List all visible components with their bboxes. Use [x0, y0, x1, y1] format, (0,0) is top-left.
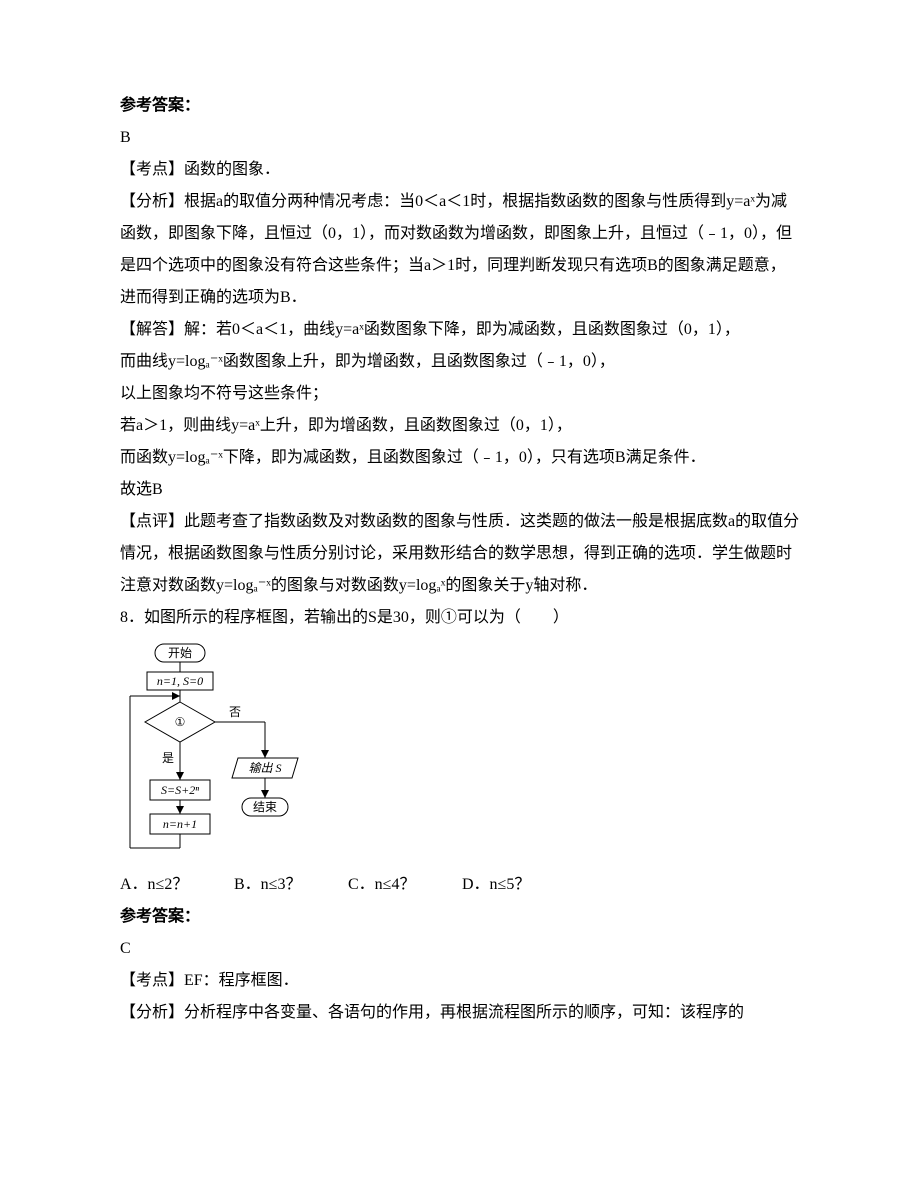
jieda-line: 【解答】解：若0＜a＜1，曲线y=aˣ函数图象下降，即为减函数，且函数图象过（0… [120, 314, 800, 346]
answer-letter: C [120, 933, 800, 965]
flow-init: n=1, S=0 [157, 674, 203, 688]
answer-letter: B [120, 122, 800, 154]
option-d: D．n≤5？ [462, 869, 572, 901]
option-a: A．n≤2？ [120, 869, 230, 901]
flowchart-diagram: 开始 n=1, S=0 ① 否 输出 S [120, 640, 800, 865]
option-b: B．n≤3？ [234, 869, 344, 901]
fenxi: 【分析】分析程序中各变量、各语句的作用，再根据流程图所示的顺序，可知：该程序的 [120, 997, 800, 1029]
flow-step1: S=S+2ⁿ [161, 783, 199, 797]
flow-no-label: 否 [229, 705, 241, 719]
fenxi: 【分析】根据a的取值分两种情况考虑：当0＜a＜1时，根据指数函数的图象与性质得到… [120, 186, 800, 314]
jieda-line: 故选B [120, 474, 800, 506]
kaodian: 【考点】函数的图象． [120, 154, 800, 186]
answer-header: 参考答案： [120, 901, 800, 933]
question-options: A．n≤2？ B．n≤3？ C．n≤4？ D．n≤5？ [120, 869, 800, 901]
flow-start: 开始 [168, 646, 192, 660]
option-c: C．n≤4？ [348, 869, 458, 901]
document-page: 参考答案： B 【考点】函数的图象． 【分析】根据a的取值分两种情况考虑：当0＜… [0, 0, 920, 1191]
flow-output: 输出 S [248, 761, 281, 775]
jieda-line: 而曲线y=logₐ⁻ˣ函数图象上升，即为增函数，且函数图象过（﹣1，0）， [120, 346, 800, 378]
jieda-line: 以上图象均不符号这些条件； [120, 378, 800, 410]
flow-cond: ① [175, 715, 186, 729]
dianping: 【点评】此题考查了指数函数及对数函数的图象与性质．这类题的做法一般是根据底数a的… [120, 506, 800, 602]
flow-step2: n=n+1 [163, 817, 197, 831]
jieda-line: 而函数y=logₐ⁻ˣ下降，即为减函数，且函数图象过（﹣1，0），只有选项B满足… [120, 442, 800, 474]
flow-end: 结束 [253, 800, 277, 814]
jieda-line: 若a＞1，则曲线y=aˣ上升，即为增函数，且函数图象过（0，1）， [120, 410, 800, 442]
flow-yes-label: 是 [162, 751, 174, 765]
answer-header: 参考答案： [120, 90, 800, 122]
question-stem: 8．如图所示的程序框图，若输出的S是30，则①可以为（ ） [120, 602, 800, 634]
kaodian: 【考点】EF：程序框图． [120, 965, 800, 997]
